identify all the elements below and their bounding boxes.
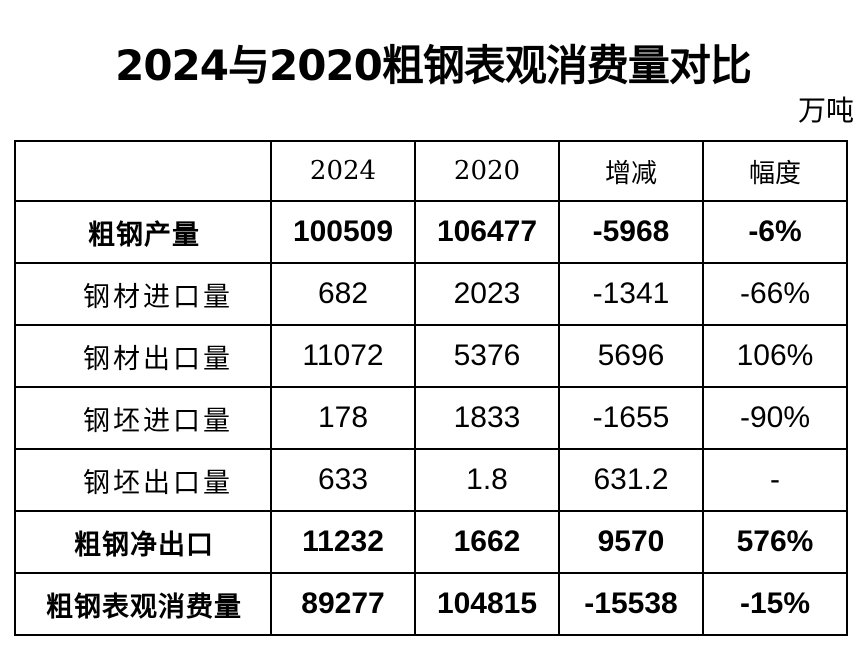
table-cell: 1662 (414, 510, 560, 574)
table-cell: -90% (702, 386, 848, 450)
table-cell: 11072 (270, 324, 416, 388)
row-label: 粗钢表观消费量 (14, 572, 272, 636)
header-cell-empty (14, 140, 272, 202)
table-cell: 11232 (270, 510, 416, 574)
row-label: 钢材进口量 (14, 262, 272, 326)
table-row: 粗钢产量 100509 106477 -5968 -6% (14, 200, 848, 264)
row-label: 粗钢净出口 (14, 510, 272, 574)
table-cell: -1341 (558, 262, 704, 326)
table-cell: 1833 (414, 386, 560, 450)
table-cell: 2023 (414, 262, 560, 326)
table-cell: -66% (702, 262, 848, 326)
unit-label: 万吨 (797, 94, 854, 127)
row-label: 钢坯出口量 (14, 448, 272, 512)
table-cell: 5376 (414, 324, 560, 388)
table-row: 粗钢表观消费量 89277 104815 -15538 -15% (14, 572, 848, 636)
header-cell-2020: 2020 (414, 140, 560, 202)
table-cell: 5696 (558, 324, 704, 388)
table-cell: 682 (270, 262, 416, 326)
comparison-table: 2024 2020 增减 幅度 粗钢产量 100509 106477 -5968… (14, 140, 848, 636)
table-cell: 633 (270, 448, 416, 512)
table-row: 钢材出口量 11072 5376 5696 106% (14, 324, 848, 388)
table-cell: 9570 (558, 510, 704, 574)
row-label: 钢坯进口量 (14, 386, 272, 450)
table-cell: -15% (702, 572, 848, 636)
table-row: 粗钢净出口 11232 1662 9570 576% (14, 510, 848, 574)
table-cell: 89277 (270, 572, 416, 636)
table-cell: -15538 (558, 572, 704, 636)
table-cell: -1655 (558, 386, 704, 450)
table-row: 钢坯进口量 178 1833 -1655 -90% (14, 386, 848, 450)
header-cell-change: 增减 (558, 140, 704, 202)
header-row: 2024 2020 增减 幅度 (14, 140, 848, 202)
page-title: 2024与2020粗钢表观消费量对比 (115, 41, 752, 90)
table-cell: 100509 (270, 200, 416, 264)
table-cell: 104815 (414, 572, 560, 636)
row-label: 钢材出口量 (14, 324, 272, 388)
table-cell: - (702, 448, 848, 512)
table-cell: 106% (702, 324, 848, 388)
row-label: 粗钢产量 (14, 200, 272, 264)
header-cell-ratio: 幅度 (702, 140, 848, 202)
table-cell: 631.2 (558, 448, 704, 512)
header-cell-2024: 2024 (270, 140, 416, 202)
table-row: 钢坯出口量 633 1.8 631.2 - (14, 448, 848, 512)
table-cell: 178 (270, 386, 416, 450)
table-cell: -5968 (558, 200, 704, 264)
table-row: 钢材进口量 682 2023 -1341 -66% (14, 262, 848, 326)
table-cell: 1.8 (414, 448, 560, 512)
table-cell: 106477 (414, 200, 560, 264)
table-cell: -6% (702, 200, 848, 264)
table-cell: 576% (702, 510, 848, 574)
